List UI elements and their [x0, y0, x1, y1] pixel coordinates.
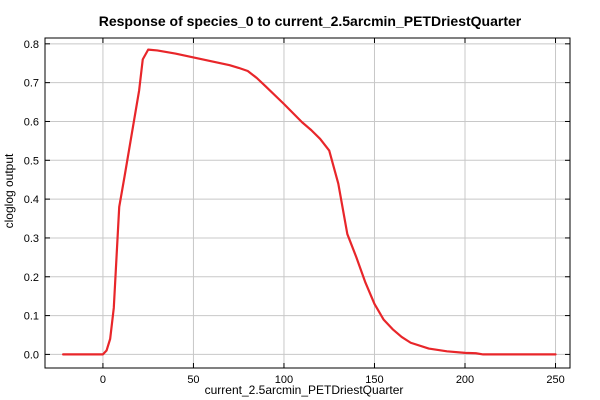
x-tick-label: 250 — [546, 374, 564, 386]
x-tick-label: 150 — [365, 374, 383, 386]
response-line — [61, 48, 557, 356]
grid — [45, 38, 570, 368]
series-group — [61, 48, 557, 356]
y-tick-label: 0.7 — [24, 78, 39, 90]
y-tick-label: 0.4 — [24, 194, 39, 206]
y-tick-label: 0.0 — [24, 349, 39, 361]
y-tick-label: 0.6 — [24, 116, 39, 128]
y-tick-label: 0.5 — [24, 155, 39, 167]
y-tick-label: 0.1 — [24, 311, 39, 323]
y-axis-label: cloglog output — [2, 153, 16, 228]
y-tick-label: 0.3 — [24, 233, 39, 245]
y-tick-label: 0.2 — [24, 272, 39, 284]
x-axis-label: current_2.5arcmin_PETDriestQuarter — [205, 383, 404, 397]
x-tick-label: 50 — [187, 374, 199, 386]
y-tick-label: 0.8 — [24, 39, 39, 51]
x-tick-label: 0 — [100, 374, 106, 386]
chart-title: Response of species_0 to current_2.5arcm… — [99, 13, 522, 29]
x-tick-label: 100 — [275, 374, 293, 386]
plot-frame — [44, 37, 571, 369]
x-tick-label: 200 — [456, 374, 474, 386]
ticks: 0 50 100 150 200 250 0.0 0.1 0.2 0.3 0.4 0.5 0.6 0.7 0… — [24, 38, 570, 386]
